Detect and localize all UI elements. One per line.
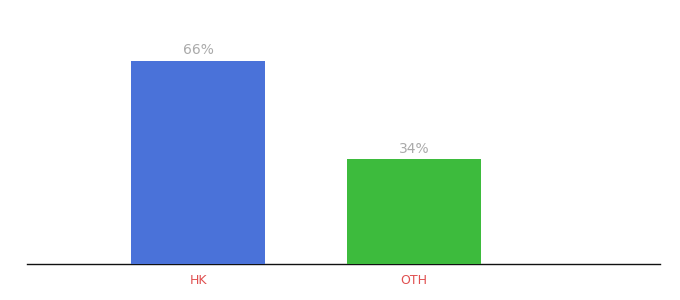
Bar [131, 61, 265, 264]
Text: 66%: 66% [183, 43, 214, 57]
Text: 34%: 34% [398, 142, 429, 156]
Bar [347, 159, 481, 264]
